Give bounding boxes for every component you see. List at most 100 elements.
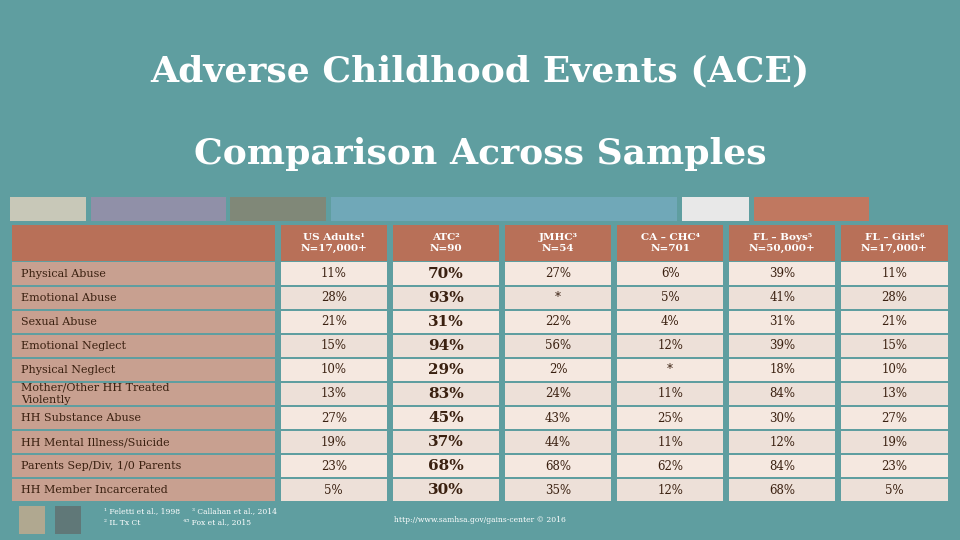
Bar xyxy=(841,335,948,357)
FancyBboxPatch shape xyxy=(230,197,326,221)
Text: 5%: 5% xyxy=(885,484,903,497)
Text: 13%: 13% xyxy=(881,387,907,401)
Text: 5%: 5% xyxy=(324,484,343,497)
Bar xyxy=(280,287,387,309)
Bar xyxy=(505,335,612,357)
Bar xyxy=(393,455,499,477)
FancyBboxPatch shape xyxy=(331,197,677,221)
Text: 18%: 18% xyxy=(769,363,795,376)
Bar xyxy=(729,359,835,381)
Text: FL – Boys⁵
N=50,000+: FL – Boys⁵ N=50,000+ xyxy=(749,233,816,253)
Bar xyxy=(729,287,835,309)
Text: US Adults¹
N=17,000+: US Adults¹ N=17,000+ xyxy=(300,233,368,253)
Text: Mother/Other HH Treated
Violently: Mother/Other HH Treated Violently xyxy=(21,383,169,405)
Text: 31%: 31% xyxy=(769,315,795,328)
Text: 83%: 83% xyxy=(428,387,464,401)
Bar xyxy=(729,335,835,357)
Bar xyxy=(505,479,612,501)
Text: 68%: 68% xyxy=(428,459,464,473)
Text: Adverse Childhood Events (ACE): Adverse Childhood Events (ACE) xyxy=(151,55,809,89)
Bar xyxy=(505,383,612,405)
Text: 84%: 84% xyxy=(769,460,795,472)
Text: 6%: 6% xyxy=(660,267,680,280)
Bar xyxy=(841,310,948,333)
Bar xyxy=(393,359,499,381)
Bar xyxy=(12,359,275,381)
Text: 39%: 39% xyxy=(769,339,795,352)
Bar xyxy=(729,431,835,453)
Text: 68%: 68% xyxy=(545,460,571,472)
Text: 62%: 62% xyxy=(657,460,684,472)
Bar xyxy=(729,225,835,261)
Text: 24%: 24% xyxy=(545,387,571,401)
Text: FL – Girls⁶
N=17,000+: FL – Girls⁶ N=17,000+ xyxy=(861,233,927,253)
Bar xyxy=(12,287,275,309)
Bar xyxy=(280,431,387,453)
Bar xyxy=(729,262,835,285)
Bar xyxy=(841,455,948,477)
Text: 21%: 21% xyxy=(321,315,347,328)
Text: HH Mental Illness/Suicide: HH Mental Illness/Suicide xyxy=(21,437,170,447)
Bar xyxy=(617,407,723,429)
Bar xyxy=(729,479,835,501)
Text: 39%: 39% xyxy=(769,267,795,280)
Bar xyxy=(393,262,499,285)
Bar xyxy=(841,431,948,453)
Text: 93%: 93% xyxy=(428,291,464,305)
FancyBboxPatch shape xyxy=(55,505,81,534)
Bar xyxy=(617,335,723,357)
Bar xyxy=(617,479,723,501)
Text: Physical Neglect: Physical Neglect xyxy=(21,365,115,375)
Bar xyxy=(12,335,275,357)
Bar xyxy=(393,383,499,405)
Text: Physical Abuse: Physical Abuse xyxy=(21,269,106,279)
Text: 12%: 12% xyxy=(658,484,684,497)
Bar xyxy=(841,407,948,429)
Bar xyxy=(841,359,948,381)
Bar xyxy=(12,431,275,453)
Bar xyxy=(505,287,612,309)
Text: 25%: 25% xyxy=(657,411,684,424)
Bar xyxy=(280,479,387,501)
Text: HH Substance Abuse: HH Substance Abuse xyxy=(21,413,141,423)
Bar xyxy=(617,262,723,285)
Bar xyxy=(505,262,612,285)
FancyBboxPatch shape xyxy=(754,197,869,221)
Bar xyxy=(505,431,612,453)
Text: 45%: 45% xyxy=(428,411,464,425)
Text: 5%: 5% xyxy=(660,291,680,304)
Bar xyxy=(280,359,387,381)
Bar xyxy=(617,383,723,405)
Text: http://www.samhsa.gov/gains-center © 2016: http://www.samhsa.gov/gains-center © 201… xyxy=(394,516,566,524)
Text: 10%: 10% xyxy=(321,363,347,376)
Text: 31%: 31% xyxy=(428,315,464,329)
Text: 23%: 23% xyxy=(881,460,907,472)
Text: 84%: 84% xyxy=(769,387,795,401)
Text: 21%: 21% xyxy=(881,315,907,328)
Text: HH Member Incarcerated: HH Member Incarcerated xyxy=(21,485,168,495)
Bar xyxy=(280,407,387,429)
FancyBboxPatch shape xyxy=(682,197,749,221)
Bar xyxy=(393,310,499,333)
Bar xyxy=(841,479,948,501)
FancyBboxPatch shape xyxy=(91,197,226,221)
Text: 70%: 70% xyxy=(428,267,464,281)
Bar xyxy=(729,455,835,477)
Bar xyxy=(393,287,499,309)
Text: 19%: 19% xyxy=(881,436,907,449)
Bar xyxy=(393,225,499,261)
Text: 43%: 43% xyxy=(545,411,571,424)
Text: CA – CHC⁴
N=701: CA – CHC⁴ N=701 xyxy=(640,233,700,253)
FancyBboxPatch shape xyxy=(10,197,86,221)
Text: 30%: 30% xyxy=(428,483,464,497)
Text: 27%: 27% xyxy=(321,411,347,424)
Bar xyxy=(841,383,948,405)
Text: 2%: 2% xyxy=(549,363,567,376)
Text: 35%: 35% xyxy=(545,484,571,497)
Text: 68%: 68% xyxy=(769,484,795,497)
Text: 12%: 12% xyxy=(658,339,684,352)
Text: 19%: 19% xyxy=(321,436,347,449)
Text: Parents Sep/Div, 1/0 Parents: Parents Sep/Div, 1/0 Parents xyxy=(21,461,181,471)
Text: 30%: 30% xyxy=(769,411,795,424)
Text: 10%: 10% xyxy=(881,363,907,376)
